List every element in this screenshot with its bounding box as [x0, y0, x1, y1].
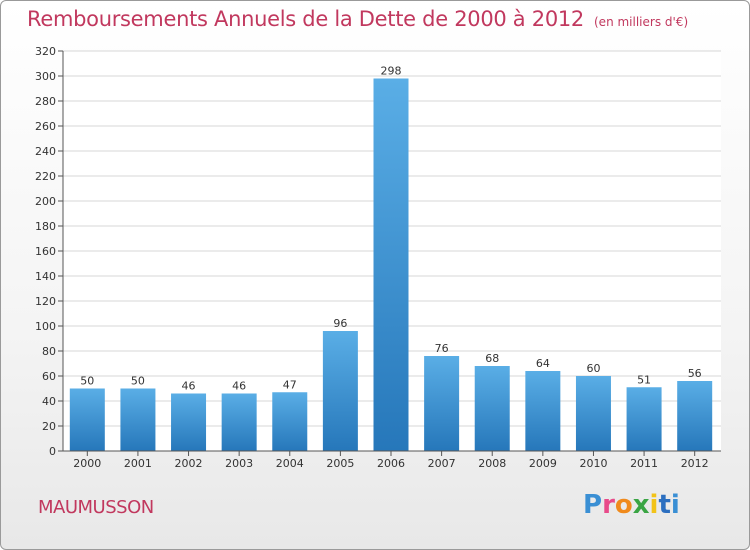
bar	[322, 331, 358, 451]
y-axis: 0 20 40 60 80 100 120 140 160 180 200 220 240 260 280 3…	[35, 45, 64, 458]
x-tick-label: 2006	[377, 457, 405, 470]
x-tick-label: 2004	[276, 457, 304, 470]
y-tick-label: 300	[35, 70, 56, 83]
bar-value-label: 96	[333, 317, 347, 330]
y-tick-label: 320	[35, 45, 56, 58]
logo-letter: t	[658, 490, 671, 520]
x-tick-label: 2000	[73, 457, 101, 470]
bar	[474, 366, 510, 451]
y-tick-label: 100	[35, 320, 56, 333]
bar-value-label: 46	[182, 380, 196, 393]
chart-subtitle: (en milliers d'€)	[594, 15, 689, 29]
bar	[373, 78, 409, 451]
bar-value-label: 298	[381, 65, 402, 78]
bars: 50 50 46 46 47 96 298 76 68 64 60 51 56	[69, 65, 713, 451]
logo-letter: i	[649, 490, 659, 520]
x-tick-label: 2002	[175, 457, 203, 470]
logo-letter: x	[632, 490, 650, 520]
y-tick-label: 40	[42, 395, 56, 408]
bar	[677, 381, 713, 451]
bar-value-label: 47	[283, 378, 297, 391]
bar-value-label: 56	[688, 367, 702, 380]
bar	[221, 393, 257, 451]
bar-value-label: 76	[435, 342, 449, 355]
x-tick-label: 2001	[124, 457, 152, 470]
bar-value-label: 46	[232, 380, 246, 393]
bar	[272, 392, 308, 451]
chart-title: Remboursements Annuels de la Dette de 20…	[27, 7, 688, 31]
y-tick-label: 200	[35, 195, 56, 208]
y-tick-label: 140	[35, 270, 56, 283]
bar-value-label: 50	[80, 375, 94, 388]
bar-value-label: 60	[586, 362, 600, 375]
x-tick-label: 2008	[478, 457, 506, 470]
y-tick-label: 260	[35, 120, 56, 133]
bar-value-label: 51	[637, 373, 651, 386]
bar-value-label: 64	[536, 357, 550, 370]
x-tick-label: 2005	[326, 457, 354, 470]
logo-letter: o	[614, 490, 633, 520]
logo-letter: r	[602, 490, 615, 520]
bar	[575, 376, 611, 451]
y-tick-label: 0	[49, 445, 56, 458]
x-axis: 2000 2001 2002 2003 2004 2005 2006 2007 2008 2009…	[63, 450, 721, 470]
bar	[171, 393, 207, 451]
y-tick-label: 60	[42, 370, 56, 383]
logo-letter: i	[670, 490, 680, 520]
bar-value-label: 68	[485, 352, 499, 365]
bar	[626, 387, 662, 451]
x-tick-label: 2003	[225, 457, 253, 470]
bar	[424, 356, 460, 451]
y-tick-label: 120	[35, 295, 56, 308]
y-tick-label: 240	[35, 145, 56, 158]
x-tick-label: 2012	[681, 457, 709, 470]
y-tick-label: 20	[42, 420, 56, 433]
bar	[525, 371, 561, 451]
logo-letter: P	[583, 490, 603, 520]
y-tick-label: 180	[35, 220, 56, 233]
proxiti-logo: Proxiti	[583, 490, 680, 520]
chart-title-text: Remboursements Annuels de la Dette de 20…	[27, 7, 584, 31]
x-tick-label: 2009	[529, 457, 557, 470]
bar	[120, 388, 156, 451]
y-tick-label: 280	[35, 95, 56, 108]
x-tick-label: 2010	[579, 457, 607, 470]
bar	[69, 388, 105, 451]
y-tick-label: 220	[35, 170, 56, 183]
commune-name: MAUMUSSON	[38, 497, 154, 518]
y-tick-label: 80	[42, 345, 56, 358]
x-tick-label: 2007	[428, 457, 456, 470]
y-tick-label: 160	[35, 245, 56, 258]
x-tick-label: 2011	[630, 457, 658, 470]
bar-value-label: 50	[131, 375, 145, 388]
